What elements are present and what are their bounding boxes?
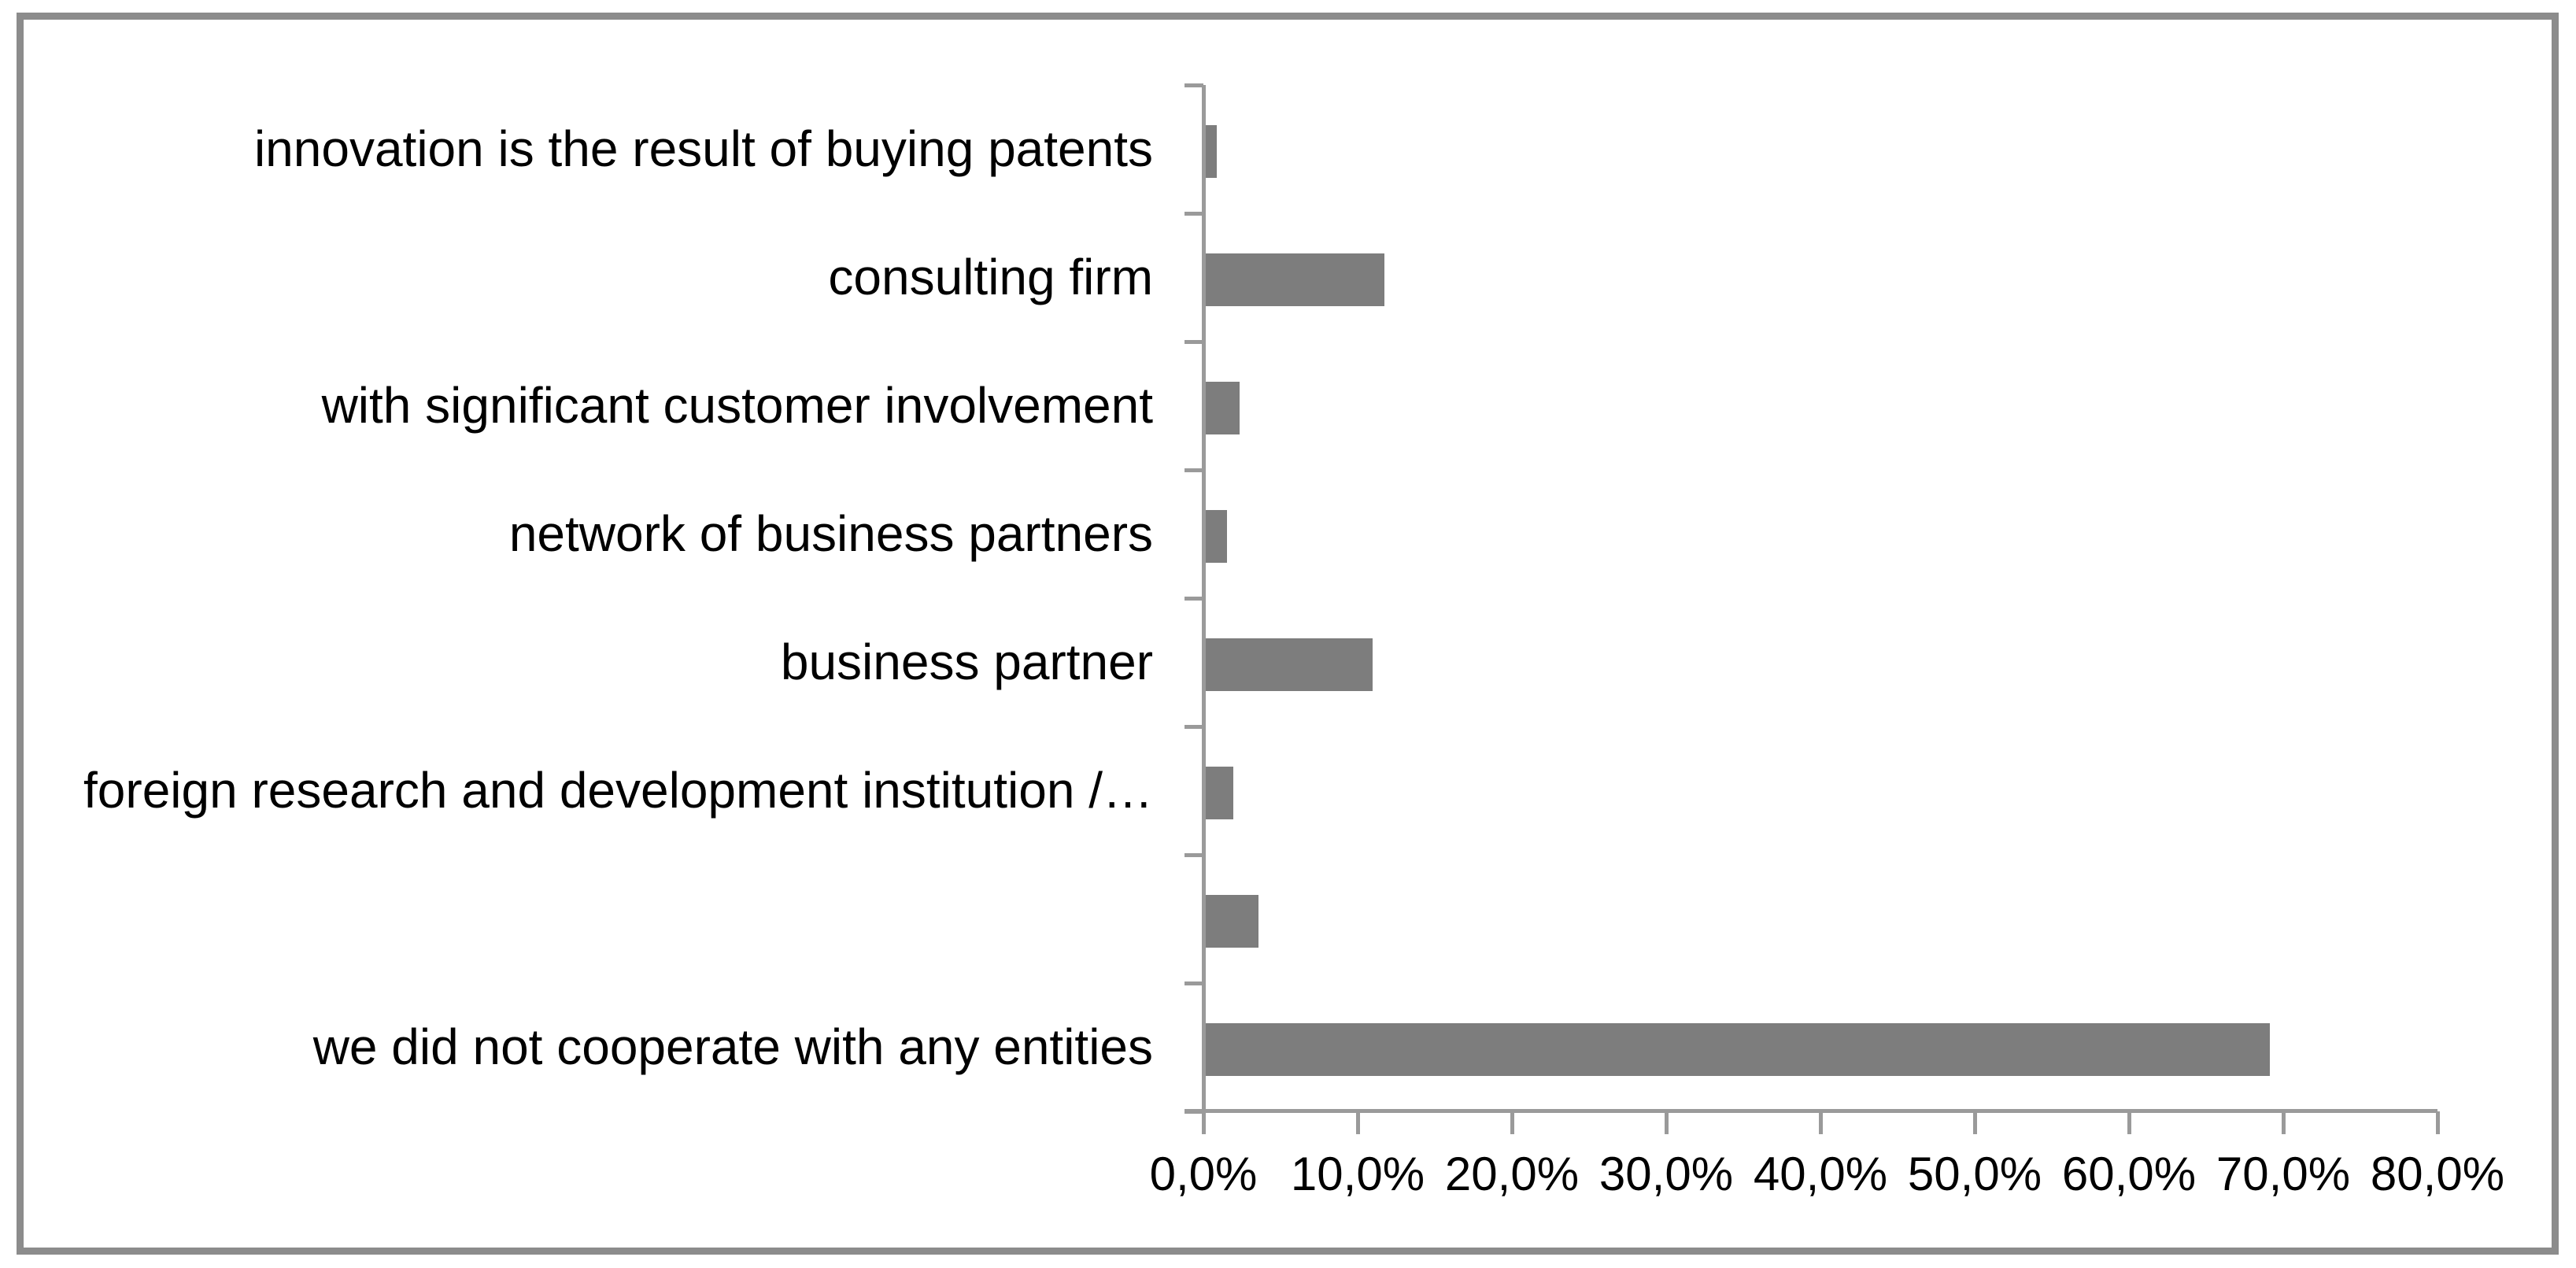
bar: [1206, 1023, 2270, 1076]
value-tick-label: 40,0%: [1753, 1148, 1888, 1200]
category-axis-tick: [1185, 597, 1203, 601]
category-label: business partner: [780, 633, 1153, 690]
category-axis-tick: [1185, 468, 1203, 472]
value-tick-label: 20,0%: [1444, 1148, 1580, 1200]
value-axis-tick: [1510, 1111, 1514, 1134]
bar: [1206, 253, 1384, 306]
bar: [1206, 382, 1240, 434]
category-axis-tick: [1185, 725, 1203, 729]
category-axis-tick: [1185, 83, 1203, 87]
value-tick-label: 60,0%: [2061, 1148, 2197, 1200]
value-axis-line: [1185, 1109, 2437, 1113]
plot-area: innovation is the result of buying paten…: [24, 20, 2552, 1248]
bar: [1206, 125, 1217, 178]
value-tick-label: 80,0%: [2370, 1148, 2505, 1200]
bar: [1206, 638, 1373, 691]
value-tick-label: 0,0%: [1149, 1148, 1258, 1200]
category-label: with significant customer involvement: [321, 376, 1153, 434]
value-tick-label: 70,0%: [2216, 1148, 2351, 1200]
value-axis-tick: [1356, 1111, 1360, 1134]
value-axis-tick: [2127, 1111, 2131, 1134]
category-axis-tick: [1185, 212, 1203, 216]
category-axis-tick: [1185, 981, 1203, 985]
value-axis-tick: [2282, 1111, 2286, 1134]
value-axis-tick: [1819, 1111, 1823, 1134]
category-label: we did not cooperate with any entities: [312, 1018, 1153, 1075]
bar: [1206, 510, 1227, 563]
category-label: [46, 855, 1153, 983]
value-tick-label: 50,0%: [1907, 1148, 2042, 1200]
category-axis-tick: [1185, 853, 1203, 857]
category-axis-tick: [1185, 340, 1203, 344]
category-axis-line: [1202, 85, 1206, 1111]
bar: [1206, 767, 1233, 819]
category-label: network of business partners: [508, 505, 1153, 562]
bar: [1206, 895, 1258, 948]
value-axis-tick: [1973, 1111, 1977, 1134]
value-axis-tick: [1665, 1111, 1669, 1134]
category-label: innovation is the result of buying paten…: [253, 120, 1153, 177]
value-tick-label: 10,0%: [1290, 1148, 1425, 1200]
chart-frame: innovation is the result of buying paten…: [17, 13, 2559, 1255]
category-label: consulting firm: [828, 248, 1153, 305]
category-label: foreign research and development institu…: [83, 761, 1153, 819]
value-tick-label: 30,0%: [1598, 1148, 1734, 1200]
category-axis-tick: [1185, 1110, 1203, 1114]
value-axis-tick: [2436, 1111, 2440, 1134]
value-axis-tick: [1202, 1111, 1206, 1134]
